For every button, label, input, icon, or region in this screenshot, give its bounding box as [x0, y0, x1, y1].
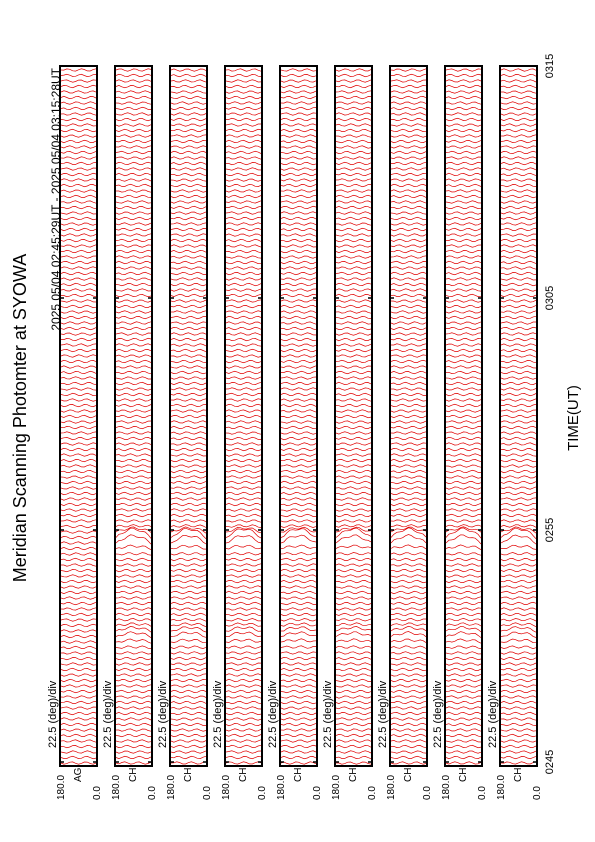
angle-bottom-label: 0.0	[312, 786, 323, 800]
trace	[60, 68, 97, 765]
angle-bottom-label: 0.0	[422, 786, 433, 800]
angle-top-label: 180.0	[56, 775, 67, 800]
angle-bottom-label: 0.0	[92, 786, 103, 800]
angle-top-label: 180.0	[221, 775, 232, 800]
trace	[115, 68, 152, 765]
trace	[225, 68, 262, 765]
trace	[280, 68, 317, 765]
x-tick-label: 0255	[544, 518, 556, 542]
panel-frame	[114, 65, 153, 767]
angle-top-label: 180.0	[496, 775, 507, 800]
channel-label: CH	[128, 768, 139, 782]
channel-label: CH	[403, 768, 414, 782]
angle-bottom-label: 0.0	[367, 786, 378, 800]
angle-bottom-label: 0.0	[477, 786, 488, 800]
scale-label: 22.5 (deg)/div	[377, 680, 389, 748]
scale-label: 22.5 (deg)/div	[432, 680, 444, 748]
scale-label: 22.5 (deg)/div	[47, 680, 59, 748]
trace	[335, 68, 372, 765]
channel-label: CH	[348, 768, 359, 782]
chart-title: Meridian Scanning Photomter at SYOWA	[10, 254, 30, 582]
angle-top-label: 180.0	[331, 775, 342, 800]
scale-label: 22.5 (deg)/div	[487, 680, 499, 748]
trace	[390, 68, 427, 765]
channel-label: CH	[183, 768, 194, 782]
panel-frame	[59, 65, 98, 767]
angle-top-label: 180.0	[166, 775, 177, 800]
panel-frame	[224, 65, 263, 767]
scale-label: 22.5 (deg)/div	[267, 680, 279, 748]
channel-label: CH	[513, 768, 524, 782]
scale-label: 22.5 (deg)/div	[157, 680, 169, 748]
trace	[500, 68, 537, 765]
scale-label: 22.5 (deg)/div	[212, 680, 224, 748]
x-tick-label: 0245	[544, 750, 556, 774]
panel-frame	[389, 65, 428, 767]
x-axis-label: TIME(UT)	[565, 385, 582, 451]
scale-label: 22.5 (deg)/div	[102, 680, 114, 748]
angle-bottom-label: 0.0	[257, 786, 268, 800]
angle-top-label: 180.0	[276, 775, 287, 800]
trace	[170, 68, 207, 765]
channel-label: CH	[458, 768, 469, 782]
angle-top-label: 180.0	[441, 775, 452, 800]
channel-label: AG	[73, 767, 84, 782]
angle-bottom-label: 0.0	[532, 786, 543, 800]
angle-bottom-label: 0.0	[202, 786, 213, 800]
x-tick-label: 0315	[544, 54, 556, 78]
angle-bottom-label: 0.0	[147, 786, 158, 800]
channel-label: CH	[293, 768, 304, 782]
x-tick-label: 0305	[544, 286, 556, 310]
scale-label: 22.5 (deg)/div	[322, 680, 334, 748]
angle-top-label: 180.0	[111, 775, 122, 800]
channel-label: CH	[238, 768, 249, 782]
angle-top-label: 180.0	[386, 775, 397, 800]
panel-frame	[334, 65, 373, 767]
trace	[445, 68, 482, 765]
